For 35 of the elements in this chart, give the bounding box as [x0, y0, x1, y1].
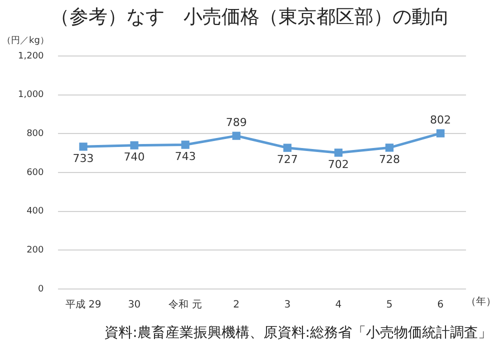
- point: [79, 142, 88, 151]
- y-tick-label: 1,200: [18, 51, 44, 62]
- x-axis-title: （年）: [466, 296, 496, 308]
- data-label: 728: [378, 153, 400, 166]
- y-tick-label: 0: [38, 284, 44, 294]
- data-label: 727: [276, 153, 298, 166]
- y-axis-title: （円／kg）: [2, 36, 49, 46]
- point: [334, 148, 343, 157]
- x-tick-label: 4: [335, 300, 342, 311]
- point: [283, 144, 292, 152]
- y-tick-label: 200: [26, 246, 44, 256]
- data-label: 702: [328, 158, 349, 172]
- x-tick-label: 5: [386, 300, 393, 311]
- y-tick-label: 800: [26, 129, 44, 140]
- x-tick-label: 令和 元: [168, 298, 202, 311]
- data-label: 740: [124, 150, 145, 164]
- x-tick-label: 30: [128, 300, 141, 311]
- x-tick-label: 2: [233, 300, 240, 311]
- data-label: 743: [174, 150, 196, 164]
- data-label: 733: [72, 152, 94, 166]
- x-tick-label: 6: [437, 300, 444, 311]
- y-tick-label: 400: [26, 206, 44, 217]
- y-tick-label: 1,000: [18, 90, 44, 100]
- point: [436, 129, 445, 138]
- x-tick-label: 3: [284, 300, 291, 311]
- point: [130, 141, 138, 150]
- point: [232, 132, 240, 140]
- x-tick-label: 平成 29: [65, 298, 102, 311]
- data-label: 789: [226, 116, 247, 130]
- data-label: 802: [430, 114, 451, 127]
- point: [385, 144, 394, 152]
- point: [181, 140, 190, 149]
- text: 資料:農畜産業振興機構、原資料:総務省「小売物価統計調査」: [104, 324, 493, 343]
- chart-title: （参考）なす 小売価格（東京都区部）の動向: [50, 5, 450, 30]
- y-tick-label: 600: [26, 168, 44, 178]
